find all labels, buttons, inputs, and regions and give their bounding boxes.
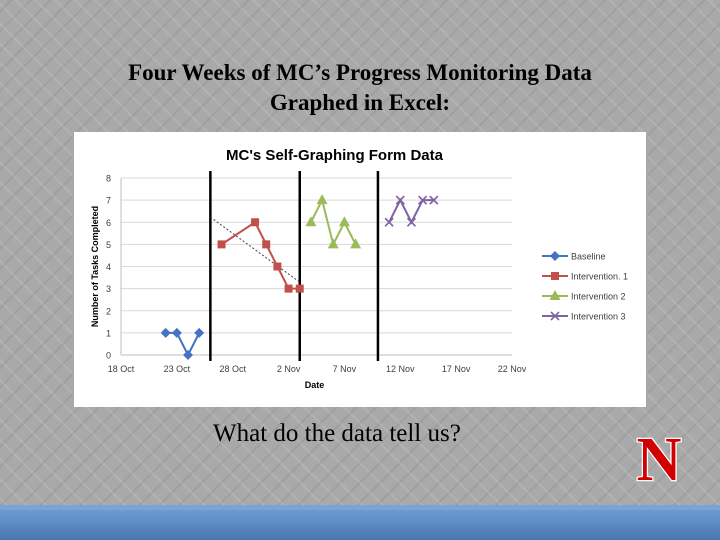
data-point-baseline bbox=[171, 327, 182, 338]
data-point-intervention-3 bbox=[429, 195, 439, 205]
y-tick-label: 3 bbox=[106, 284, 111, 294]
data-point-intervention-1 bbox=[273, 262, 282, 271]
x-tick-label: 28 Oct bbox=[219, 364, 246, 374]
data-point-intervention-1 bbox=[295, 284, 304, 293]
data-point-intervention-1 bbox=[262, 240, 271, 249]
y-tick-label: 2 bbox=[106, 306, 111, 316]
y-tick-label: 4 bbox=[106, 262, 111, 272]
x-axis-title: Date bbox=[305, 380, 325, 390]
legend-marker-intervention-3 bbox=[550, 311, 560, 321]
bottom-accent-line bbox=[0, 505, 720, 510]
slide-title-line-1: Four Weeks of MC’s Progress Monitoring D… bbox=[128, 60, 592, 85]
data-point-intervention-3-stroke bbox=[406, 217, 417, 227]
legend-marker-intervention-1 bbox=[551, 272, 559, 280]
data-point-intervention-2 bbox=[338, 216, 350, 227]
data-point-intervention-2 bbox=[350, 238, 362, 249]
slide-title: Four Weeks of MC’s Progress Monitoring D… bbox=[40, 58, 680, 118]
x-tick-label: 22 Nov bbox=[498, 364, 527, 374]
data-point-intervention-3 bbox=[406, 217, 417, 227]
slide-caption: What do the data tell us? bbox=[213, 420, 461, 447]
logo-letter: N bbox=[637, 428, 682, 486]
series-line-intervention-3 bbox=[388, 197, 434, 225]
legend-label-intervention-3: Intervention 3 bbox=[571, 312, 626, 322]
chart-panel: MC's Self-Graphing Form Data 0 1 2 3 4 5 6 7 8 18 … bbox=[74, 132, 646, 407]
y-tick-label: 8 bbox=[106, 174, 111, 184]
legend-marker-baseline bbox=[550, 251, 560, 261]
data-point-intervention-3 bbox=[395, 195, 405, 205]
data-point-baseline bbox=[194, 327, 205, 338]
data-point-intervention-2 bbox=[305, 216, 317, 227]
data-point-intervention-3 bbox=[384, 217, 394, 227]
data-point-intervention-3-stroke bbox=[395, 195, 405, 205]
legend-marker-intervention-2 bbox=[549, 290, 561, 300]
data-point-baseline bbox=[160, 327, 171, 338]
series-line-intervention-1 bbox=[220, 220, 300, 290]
data-point-intervention-3-stroke bbox=[418, 195, 428, 205]
data-point-intervention-3-stroke bbox=[429, 195, 439, 205]
x-tick-label: 23 Oct bbox=[164, 364, 191, 374]
bottom-bar bbox=[0, 510, 720, 540]
y-tick-label: 6 bbox=[106, 218, 111, 228]
y-tick-label: 7 bbox=[106, 196, 111, 206]
y-tick-label: 1 bbox=[106, 328, 111, 338]
x-tick-label: 18 Oct bbox=[108, 364, 135, 374]
data-point-intervention-1 bbox=[251, 218, 260, 227]
x-tick-label: 17 Nov bbox=[442, 364, 471, 374]
x-tick-label: 7 Nov bbox=[333, 364, 357, 374]
x-tick-label: 2 Nov bbox=[277, 364, 301, 374]
y-tick-label: 5 bbox=[106, 240, 111, 250]
legend-label-intervention-1: Intervention. 1 bbox=[571, 272, 628, 282]
data-point-baseline bbox=[183, 350, 194, 360]
data-point-intervention-1 bbox=[284, 284, 293, 293]
y-axis-title: Number of Tasks Completed bbox=[90, 206, 100, 327]
chart: MC's Self-Graphing Form Data 0 1 2 3 4 5 6 7 8 18 … bbox=[90, 147, 628, 390]
legend-label-intervention-2: Intervention 2 bbox=[571, 292, 626, 302]
nebraska-n-logo-icon: N bbox=[635, 428, 682, 486]
x-tick-label: 12 Nov bbox=[386, 364, 415, 374]
chart-title: MC's Self-Graphing Form Data bbox=[226, 147, 444, 164]
data-point-intervention-2 bbox=[316, 194, 328, 205]
slide-title-line-2: Graphed in Excel: bbox=[269, 90, 451, 115]
data-point-intervention-1 bbox=[217, 240, 226, 249]
trendline bbox=[210, 216, 301, 283]
legend-label-baseline: Baseline bbox=[571, 252, 606, 262]
y-tick-label: 0 bbox=[106, 351, 111, 361]
data-point-intervention-3-stroke bbox=[384, 217, 394, 227]
data-point-intervention-3 bbox=[418, 195, 428, 205]
series-line-baseline bbox=[165, 331, 201, 358]
legend-marker-intervention-3-stroke bbox=[550, 311, 560, 321]
data-point-intervention-2 bbox=[327, 238, 339, 249]
